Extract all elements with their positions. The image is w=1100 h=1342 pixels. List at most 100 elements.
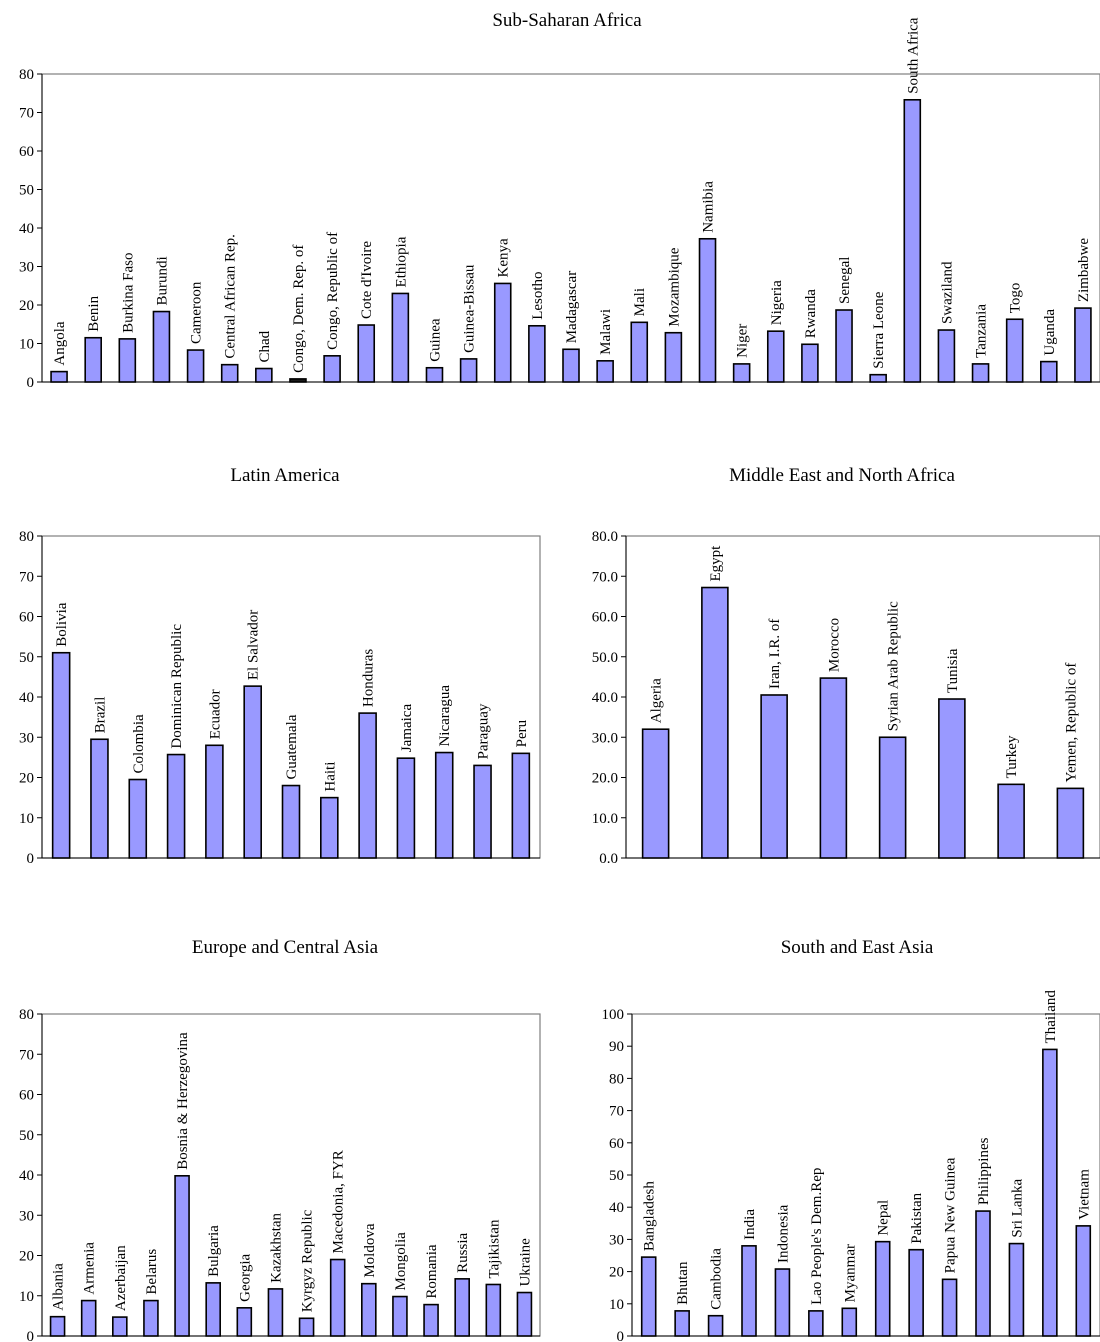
bar-category-label: Indonesia	[775, 1204, 791, 1263]
y-tick-label: 60.0	[592, 610, 618, 626]
bar	[732, 363, 751, 383]
bar	[236, 1307, 253, 1337]
bar	[493, 282, 512, 383]
bar	[664, 331, 683, 383]
bar-category-label: Guinea	[427, 318, 443, 362]
y-tick-label: 70	[19, 1047, 34, 1063]
bar	[90, 738, 109, 859]
bar-category-label: Mozambique	[666, 247, 682, 326]
bar-category-label: Cameroon	[189, 281, 205, 344]
bar	[841, 1307, 858, 1337]
y-tick-label: 10	[19, 1289, 34, 1305]
bar	[874, 1240, 891, 1337]
bar-category-label: Yemen, Republic of	[1063, 663, 1079, 783]
bar	[358, 712, 377, 859]
bar-category-label: Guatemala	[284, 714, 300, 779]
bar-category-label: Malawi	[598, 309, 614, 355]
bar-category-label: Syrian Arab Republic	[886, 601, 902, 731]
bar	[205, 1282, 221, 1337]
bar	[205, 744, 224, 859]
bar	[166, 753, 186, 859]
bar	[528, 324, 546, 383]
y-tick-label: 40	[19, 221, 34, 237]
chart-panel-2: Latin America 0 10 20 30 40 50 60 70 80 Bolivia Bra…	[19, 465, 541, 867]
y-tick-label: 70	[19, 106, 34, 122]
bar-category-label: Mali	[632, 288, 648, 316]
bar-category-label: Turkey	[1004, 735, 1020, 778]
bar	[80, 1299, 97, 1337]
y-tick-label: 50.0	[592, 650, 618, 666]
y-tick-label: 0	[27, 1329, 35, 1342]
bar	[878, 736, 907, 859]
bar	[112, 1316, 128, 1337]
bar	[808, 1310, 824, 1337]
y-tick-label: 40.0	[592, 690, 618, 706]
bar-category-label: Armenia	[82, 1242, 98, 1295]
bar-category-label: Romania	[424, 1244, 440, 1298]
bar	[485, 1283, 502, 1337]
bar	[596, 360, 614, 383]
bar	[975, 1210, 991, 1337]
bar-category-label: Azerbaijan	[113, 1245, 129, 1311]
bar-category-label: Myanmar	[842, 1244, 858, 1302]
bar-category-label: Lao People's Dem.Rep	[809, 1168, 825, 1305]
bar-category-label: El Salvador	[246, 610, 262, 680]
bar-category-label: Honduras	[361, 649, 377, 707]
y-tick-label: 80	[19, 529, 34, 545]
bar	[243, 685, 262, 859]
bar-category-label: Iran, I.R. of	[767, 619, 783, 689]
bar	[801, 343, 819, 383]
bar	[941, 1278, 958, 1337]
chart-panel-5: South and East Asia 0 10 20 30 40 50 60 70 80 90 10…	[602, 937, 1100, 1342]
bar-category-label: Albania	[51, 1263, 67, 1311]
y-tick-label: 40	[609, 1200, 624, 1216]
bar-category-label: Togo	[1008, 283, 1024, 314]
chart-title: South and East Asia	[781, 937, 934, 958]
bar	[454, 1278, 470, 1337]
bar	[698, 237, 717, 383]
bar	[459, 358, 478, 383]
bar-category-label: Russia	[455, 1232, 471, 1272]
bar-category-label: Sierra Leone	[871, 291, 887, 368]
y-tick-label: 100	[602, 1007, 625, 1023]
y-tick-label: 0	[617, 1329, 625, 1342]
bar-category-label: India	[742, 1209, 758, 1240]
bar-category-label: Swaziland	[939, 261, 955, 324]
bar	[143, 1299, 159, 1337]
bar	[392, 1295, 408, 1337]
bar	[289, 378, 307, 383]
y-tick-label: 60	[19, 144, 34, 160]
bar-category-label: Thailand	[1043, 990, 1059, 1044]
bar	[50, 370, 68, 383]
chart-panel-4: Europe and Central Asia 0 10 20 30 40 50 60 70 80…	[19, 937, 541, 1342]
chart-panel-1: Sub-Saharan Africa 0 10 20 30 40 50 60 70 80 Angol…	[19, 10, 1100, 391]
bar	[562, 348, 580, 383]
bar-category-label: Namibia	[701, 181, 717, 233]
bar-category-label: Senegal	[837, 257, 853, 304]
bar	[152, 310, 171, 383]
chart-title: Sub-Saharan Africa	[492, 10, 642, 31]
bar	[391, 292, 410, 383]
bar-category-label: Philippines	[976, 1137, 992, 1205]
y-tick-label: 30	[609, 1232, 624, 1248]
y-tick-label: 20	[19, 298, 34, 314]
bar-category-label: Bangladesh	[642, 1181, 658, 1251]
bar-category-label: Mongolia	[393, 1232, 409, 1291]
bar	[423, 1303, 439, 1337]
bar	[835, 309, 853, 383]
y-tick-label: 80.0	[592, 529, 618, 545]
bar	[511, 752, 531, 859]
bar-category-label: Chad	[257, 330, 273, 362]
y-tick-label: 0	[27, 375, 35, 391]
y-tick-label: 0	[27, 851, 35, 867]
plot-area-frame	[631, 1013, 1100, 1337]
bar	[938, 698, 966, 859]
bar	[281, 784, 301, 859]
bar	[760, 694, 788, 859]
y-tick-label: 40	[19, 690, 34, 706]
bar-category-label: Morocco	[826, 618, 842, 672]
chart-title: Middle East and North Africa	[729, 465, 955, 486]
bar-category-label: Kenya	[496, 238, 512, 277]
bar	[473, 764, 492, 859]
